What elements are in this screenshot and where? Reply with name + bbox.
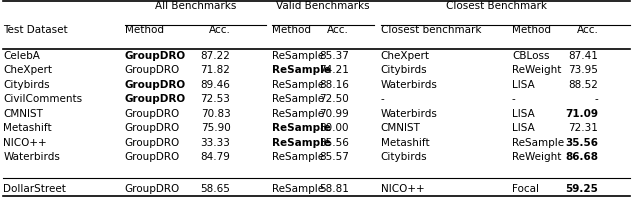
Text: 74.21: 74.21 xyxy=(319,65,349,75)
Text: ReSample: ReSample xyxy=(272,152,324,162)
Text: 72.50: 72.50 xyxy=(319,94,349,104)
Text: Citybirds: Citybirds xyxy=(3,80,50,90)
Text: Acc.: Acc. xyxy=(327,25,349,35)
Text: ReSample: ReSample xyxy=(272,138,331,148)
Text: -: - xyxy=(595,94,598,104)
Text: Waterbirds: Waterbirds xyxy=(381,109,438,119)
Text: 87.22: 87.22 xyxy=(200,51,230,61)
Text: ReSample: ReSample xyxy=(272,51,324,61)
Text: 72.53: 72.53 xyxy=(200,94,230,104)
Text: 85.37: 85.37 xyxy=(319,51,349,61)
Text: Method: Method xyxy=(272,25,311,35)
Text: NICO++: NICO++ xyxy=(3,138,47,148)
Text: DollarStreet: DollarStreet xyxy=(3,184,66,194)
Text: Citybirds: Citybirds xyxy=(381,152,428,162)
Text: GroupDRO: GroupDRO xyxy=(125,138,180,148)
Text: GroupDRO: GroupDRO xyxy=(125,51,186,61)
Text: 84.79: 84.79 xyxy=(200,152,230,162)
Text: ReSample: ReSample xyxy=(272,109,324,119)
Text: 88.52: 88.52 xyxy=(568,80,598,90)
Text: CelebA: CelebA xyxy=(3,51,40,61)
Text: CMNIST: CMNIST xyxy=(381,123,420,133)
Text: Test Dataset: Test Dataset xyxy=(3,25,68,35)
Text: Closest Benchmark: Closest Benchmark xyxy=(445,1,547,11)
Text: LISA: LISA xyxy=(512,123,535,133)
Text: 58.81: 58.81 xyxy=(319,184,349,194)
Text: ReSample: ReSample xyxy=(272,65,331,75)
Text: 58.65: 58.65 xyxy=(200,184,230,194)
Text: ReSample: ReSample xyxy=(272,80,324,90)
Text: 89.46: 89.46 xyxy=(200,80,230,90)
Text: GroupDRO: GroupDRO xyxy=(125,184,180,194)
Text: ReSample: ReSample xyxy=(272,94,324,104)
Text: GroupDRO: GroupDRO xyxy=(125,123,180,133)
Text: 75.90: 75.90 xyxy=(201,123,230,133)
Text: 72.31: 72.31 xyxy=(568,123,598,133)
Text: ReSample: ReSample xyxy=(512,138,564,148)
Text: Valid Benchmarks: Valid Benchmarks xyxy=(276,1,370,11)
Text: 87.41: 87.41 xyxy=(568,51,598,61)
Text: GroupDRO: GroupDRO xyxy=(125,152,180,162)
Text: CMNIST: CMNIST xyxy=(3,109,43,119)
Text: -: - xyxy=(381,94,385,104)
Text: 88.16: 88.16 xyxy=(319,80,349,90)
Text: 85.57: 85.57 xyxy=(319,152,349,162)
Text: NICO++: NICO++ xyxy=(381,184,424,194)
Text: CheXpert: CheXpert xyxy=(3,65,52,75)
Text: All Benchmarks: All Benchmarks xyxy=(154,1,236,11)
Text: Focal: Focal xyxy=(512,184,539,194)
Text: 71.82: 71.82 xyxy=(200,65,230,75)
Text: 80.00: 80.00 xyxy=(319,123,349,133)
Text: GroupDRO: GroupDRO xyxy=(125,65,180,75)
Text: 70.83: 70.83 xyxy=(201,109,230,119)
Text: ReSample: ReSample xyxy=(272,184,324,194)
Text: 86.68: 86.68 xyxy=(565,152,598,162)
Text: ReSample: ReSample xyxy=(272,123,331,133)
Text: CheXpert: CheXpert xyxy=(381,51,430,61)
Text: Citybirds: Citybirds xyxy=(381,65,428,75)
Text: Acc.: Acc. xyxy=(577,25,598,35)
Text: Metashift: Metashift xyxy=(3,123,52,133)
Text: -: - xyxy=(512,94,516,104)
Text: LISA: LISA xyxy=(512,80,535,90)
Text: Waterbirds: Waterbirds xyxy=(3,152,60,162)
Text: Metashift: Metashift xyxy=(381,138,429,148)
Text: GroupDRO: GroupDRO xyxy=(125,80,186,90)
Text: 35.56: 35.56 xyxy=(319,138,349,148)
Text: Waterbirds: Waterbirds xyxy=(381,80,438,90)
Text: GroupDRO: GroupDRO xyxy=(125,109,180,119)
Text: GroupDRO: GroupDRO xyxy=(125,94,186,104)
Text: Method: Method xyxy=(512,25,551,35)
Text: CivilComments: CivilComments xyxy=(3,94,83,104)
Text: ReWeight: ReWeight xyxy=(512,152,561,162)
Text: 35.56: 35.56 xyxy=(565,138,598,148)
Text: 59.25: 59.25 xyxy=(566,184,598,194)
Text: Acc.: Acc. xyxy=(209,25,230,35)
Text: ReWeight: ReWeight xyxy=(512,65,561,75)
Text: 71.09: 71.09 xyxy=(565,109,598,119)
Text: 73.95: 73.95 xyxy=(568,65,598,75)
Text: CBLoss: CBLoss xyxy=(512,51,550,61)
Text: 70.99: 70.99 xyxy=(319,109,349,119)
Text: LISA: LISA xyxy=(512,109,535,119)
Text: 33.33: 33.33 xyxy=(200,138,230,148)
Text: Method: Method xyxy=(125,25,164,35)
Text: Closest benchmark: Closest benchmark xyxy=(381,25,481,35)
